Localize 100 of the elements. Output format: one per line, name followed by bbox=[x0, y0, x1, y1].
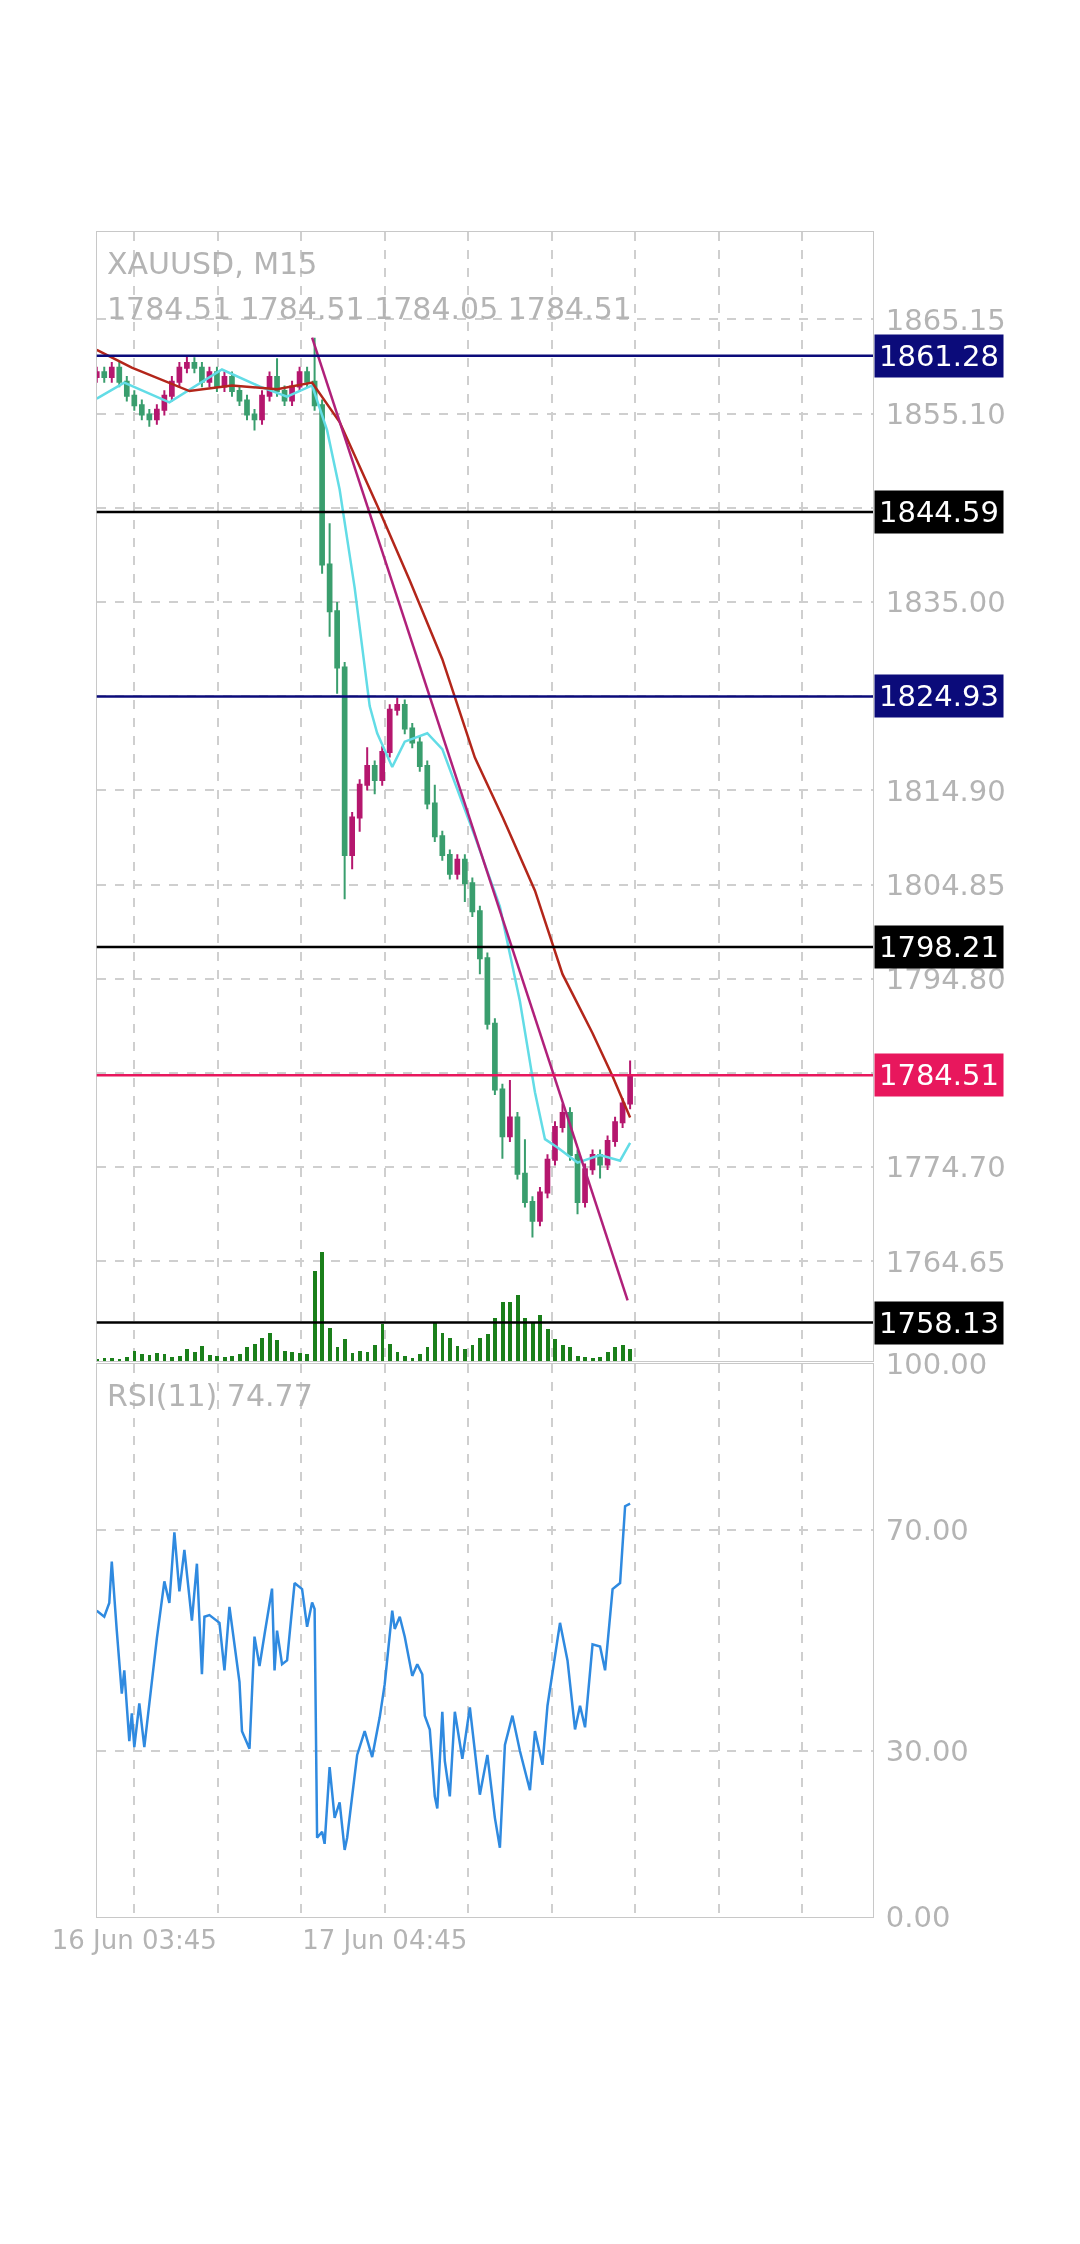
candlestick bbox=[627, 1059, 633, 1111]
y-tick-label: 1804.85 bbox=[885, 867, 1006, 902]
bar bbox=[274, 1339, 279, 1362]
candlestick bbox=[492, 1017, 498, 1097]
candlestick bbox=[176, 361, 183, 389]
bar bbox=[327, 1327, 332, 1362]
candlestick bbox=[462, 853, 468, 903]
y-tick-label: 1835.00 bbox=[885, 585, 1006, 620]
bar bbox=[372, 1344, 377, 1362]
candlestick bbox=[477, 904, 483, 976]
y-tick-label: 1794.80 bbox=[885, 961, 1006, 996]
candlestick bbox=[326, 522, 333, 638]
bar bbox=[545, 1328, 550, 1362]
bar bbox=[575, 1355, 580, 1362]
bar bbox=[455, 1345, 459, 1362]
ref-line-label: 1844.59 bbox=[879, 495, 999, 529]
bar bbox=[267, 1332, 272, 1362]
bar bbox=[282, 1350, 287, 1362]
bar bbox=[492, 1317, 497, 1362]
candlestick bbox=[319, 398, 325, 575]
candlestick bbox=[454, 853, 461, 881]
candlestick bbox=[101, 365, 108, 384]
candlestick bbox=[184, 354, 190, 375]
y-tick-label: 0.00 bbox=[885, 1899, 951, 1934]
candlestick bbox=[582, 1162, 588, 1209]
candlestick bbox=[507, 1079, 513, 1143]
y-tick-label: 100.00 bbox=[885, 1347, 988, 1382]
bar bbox=[522, 1317, 527, 1362]
x-tick-label: 16 Jun 03:45 bbox=[51, 1924, 217, 1955]
candlestick bbox=[597, 1148, 603, 1180]
candlestick bbox=[499, 1082, 506, 1160]
bar bbox=[417, 1353, 422, 1362]
ref-line-label: 1798.21 bbox=[879, 930, 999, 964]
y-tick-label: 30.00 bbox=[885, 1734, 969, 1769]
bar bbox=[402, 1355, 407, 1362]
y-tick-label: 1764.65 bbox=[885, 1244, 1006, 1279]
candlestick bbox=[552, 1120, 558, 1167]
bar bbox=[177, 1355, 182, 1362]
candlestick bbox=[334, 600, 340, 695]
candlestick bbox=[529, 1195, 536, 1239]
bar bbox=[154, 1352, 159, 1362]
bar bbox=[515, 1294, 520, 1362]
candlestick bbox=[379, 745, 386, 787]
bar bbox=[297, 1352, 302, 1362]
ref-line-label: 1861.28 bbox=[879, 339, 999, 373]
bar bbox=[567, 1346, 572, 1362]
bar bbox=[627, 1348, 632, 1362]
bar bbox=[229, 1355, 234, 1362]
bar bbox=[199, 1345, 204, 1362]
bar bbox=[507, 1301, 512, 1362]
candlestick bbox=[446, 848, 453, 881]
bar bbox=[319, 1251, 324, 1362]
bar bbox=[560, 1344, 565, 1362]
bar bbox=[530, 1321, 535, 1362]
x-tick-label: 17 Jun 04:45 bbox=[302, 1924, 468, 1955]
candlestick bbox=[537, 1185, 543, 1228]
y-tick-label: 70.00 bbox=[885, 1513, 969, 1548]
candlestick bbox=[236, 384, 243, 408]
bar bbox=[357, 1350, 362, 1362]
candlestick bbox=[154, 403, 160, 426]
bar bbox=[252, 1343, 257, 1362]
candlestick bbox=[259, 389, 265, 426]
bar bbox=[605, 1351, 610, 1362]
text: RSI(11) 74.77 bbox=[107, 1378, 313, 1413]
candlestick bbox=[484, 951, 491, 1031]
bar bbox=[440, 1332, 444, 1362]
bar bbox=[432, 1321, 437, 1362]
bar bbox=[425, 1346, 429, 1362]
bar bbox=[342, 1338, 347, 1362]
candlestick bbox=[371, 759, 378, 796]
candlestick bbox=[304, 365, 310, 389]
bar bbox=[485, 1333, 490, 1362]
ref-line-label: 1758.13 bbox=[879, 1306, 999, 1340]
bar bbox=[365, 1351, 369, 1362]
candlestick bbox=[244, 393, 250, 422]
bar bbox=[304, 1353, 309, 1362]
bar bbox=[620, 1344, 625, 1362]
bar bbox=[537, 1314, 542, 1362]
candlestick bbox=[341, 660, 348, 901]
bar bbox=[214, 1355, 219, 1362]
bar bbox=[380, 1323, 384, 1362]
y-tick-label: 1774.70 bbox=[885, 1150, 1006, 1185]
bar bbox=[350, 1352, 354, 1362]
candlestick bbox=[544, 1153, 551, 1200]
bar bbox=[447, 1337, 452, 1362]
candlestick bbox=[251, 407, 258, 432]
bar bbox=[289, 1351, 294, 1362]
candlestick bbox=[514, 1110, 521, 1181]
bar bbox=[192, 1351, 197, 1362]
bar bbox=[462, 1348, 467, 1362]
candlestick bbox=[522, 1138, 528, 1209]
candlestick bbox=[274, 357, 280, 398]
text: 1784.51 1784.51 1784.05 1784.51 bbox=[107, 291, 632, 326]
candlestick bbox=[349, 810, 355, 871]
candlestick bbox=[199, 361, 205, 389]
candlestick bbox=[612, 1115, 618, 1148]
bar bbox=[612, 1346, 617, 1362]
candlestick bbox=[108, 361, 115, 384]
bar bbox=[335, 1346, 339, 1362]
y-tick-label: 1814.90 bbox=[885, 773, 1006, 808]
